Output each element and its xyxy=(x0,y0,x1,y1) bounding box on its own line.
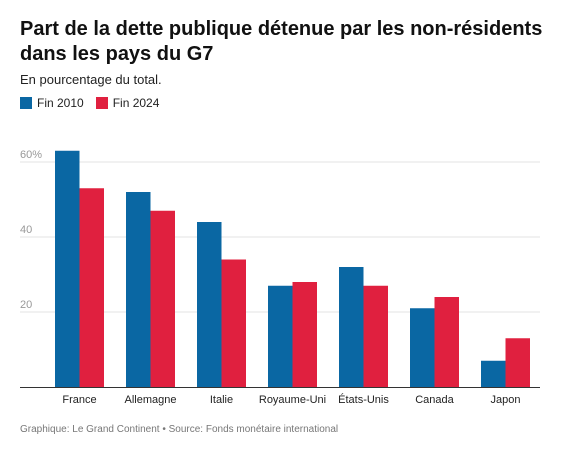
chart-footer: Graphique: Le Grand Continent • Source: … xyxy=(20,424,339,435)
x-tick-label-France: France xyxy=(62,394,96,406)
y-tick-label-60: 60% xyxy=(20,149,42,161)
bar-2010-Japon xyxy=(481,360,506,387)
legend-swatch-2024 xyxy=(95,97,108,109)
bar-2024-Italie xyxy=(221,259,246,387)
chart-subtitle: En pourcentage du total. xyxy=(20,72,162,87)
bar-2024-Japon xyxy=(505,338,530,387)
bar-2010-Canada xyxy=(410,308,435,387)
x-tick-label-États-Unis: États-Unis xyxy=(338,393,389,406)
chart-title: Part de la dette publique détenue par le… xyxy=(20,18,543,65)
legend-label-2010: Fin 2010 xyxy=(37,96,84,110)
legend-swatch-2010 xyxy=(20,97,32,109)
bar-2010-France xyxy=(55,150,80,387)
x-tick-label-Japon: Japon xyxy=(491,394,521,406)
bar-2024-France xyxy=(79,188,104,387)
x-tick-label-Canada: Canada xyxy=(415,394,454,406)
x-tick-label-Allemagne: Allemagne xyxy=(125,394,177,406)
legend: Fin 2010 Fin 2024 xyxy=(20,96,171,110)
x-tick-label-Italie: Italie xyxy=(210,394,233,406)
bar-2024-Canada xyxy=(434,297,459,387)
bar-2024-États-Unis xyxy=(363,285,388,387)
y-tick-label-20: 20 xyxy=(20,299,32,311)
bar-2010-Royaume-Uni xyxy=(268,285,293,387)
bar-2010-Allemagne xyxy=(126,192,151,387)
x-tick-label-Royaume-Uni: Royaume-Uni xyxy=(259,394,326,406)
bar-2024-Royaume-Uni xyxy=(292,282,317,387)
y-tick-label-40: 40 xyxy=(20,224,32,236)
legend-label-2024: Fin 2024 xyxy=(112,96,160,110)
bar-2010-États-Unis xyxy=(339,267,364,387)
legend-item-2010: Fin 2010 xyxy=(20,96,84,110)
legend-item-2024: Fin 2024 xyxy=(95,96,160,110)
bar-2010-Italie xyxy=(197,222,222,387)
bar-2024-Allemagne xyxy=(150,210,175,387)
